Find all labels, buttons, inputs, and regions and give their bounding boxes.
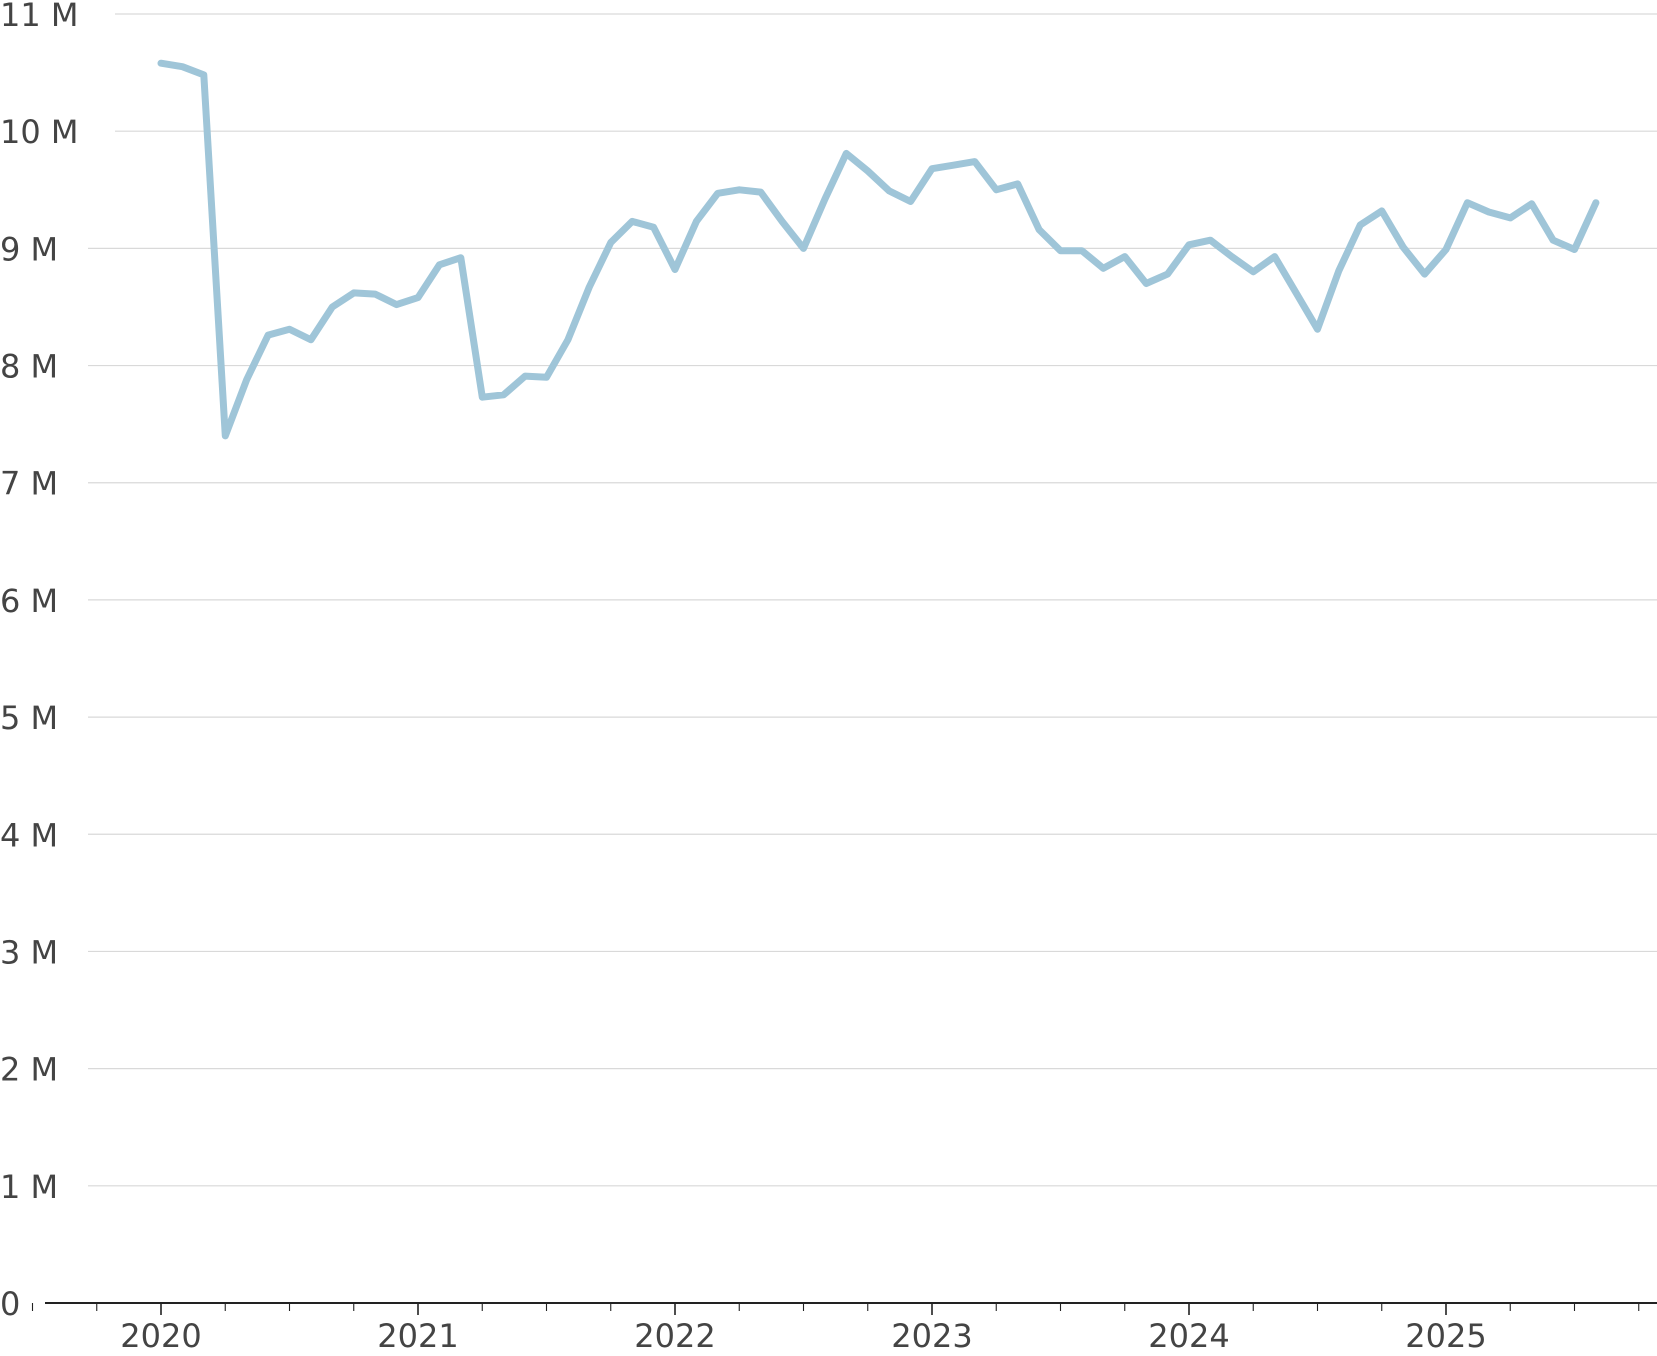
- x-tick-label: 2025: [1405, 1317, 1486, 1355]
- y-tick-label: 10 M: [0, 113, 79, 151]
- y-tick-label: 1 M: [0, 1168, 58, 1206]
- x-tick-label: 2024: [1148, 1317, 1229, 1355]
- y-axis-tick-labels: 0 1 M 2 M 3 M 4 M 5 M 6 M 7 M 8 M 9 M 10 M 11 M: [0, 0, 79, 1323]
- y-tick-label: 7 M: [0, 465, 58, 503]
- y-tick-label: 6 M: [0, 582, 58, 620]
- y-tick-label: 11 M: [0, 0, 79, 34]
- y-tick-label: 2 M: [0, 1051, 58, 1089]
- series-line: [157, 59, 1600, 440]
- x-tick-label: 2023: [891, 1317, 972, 1355]
- y-tick-label: 9 M: [0, 230, 58, 268]
- y-tick-label: 5 M: [0, 699, 58, 737]
- gridlines: [88, 13, 1657, 1187]
- y-tick-label: 3 M: [0, 933, 58, 971]
- x-tick-label: 2021: [377, 1317, 458, 1355]
- y-tick-label: 8 M: [0, 348, 58, 386]
- x-axis-tick-labels: 2020 2021 2022 2023 2024 2025: [120, 1317, 1486, 1355]
- x-axis: [31, 1302, 1657, 1315]
- y-tick-label: 0: [0, 1285, 20, 1323]
- series-layer: [157, 59, 1600, 440]
- x-tick-label: 2022: [634, 1317, 715, 1355]
- y-tick-label: 4 M: [0, 816, 58, 854]
- x-tick-label: 2020: [120, 1317, 201, 1355]
